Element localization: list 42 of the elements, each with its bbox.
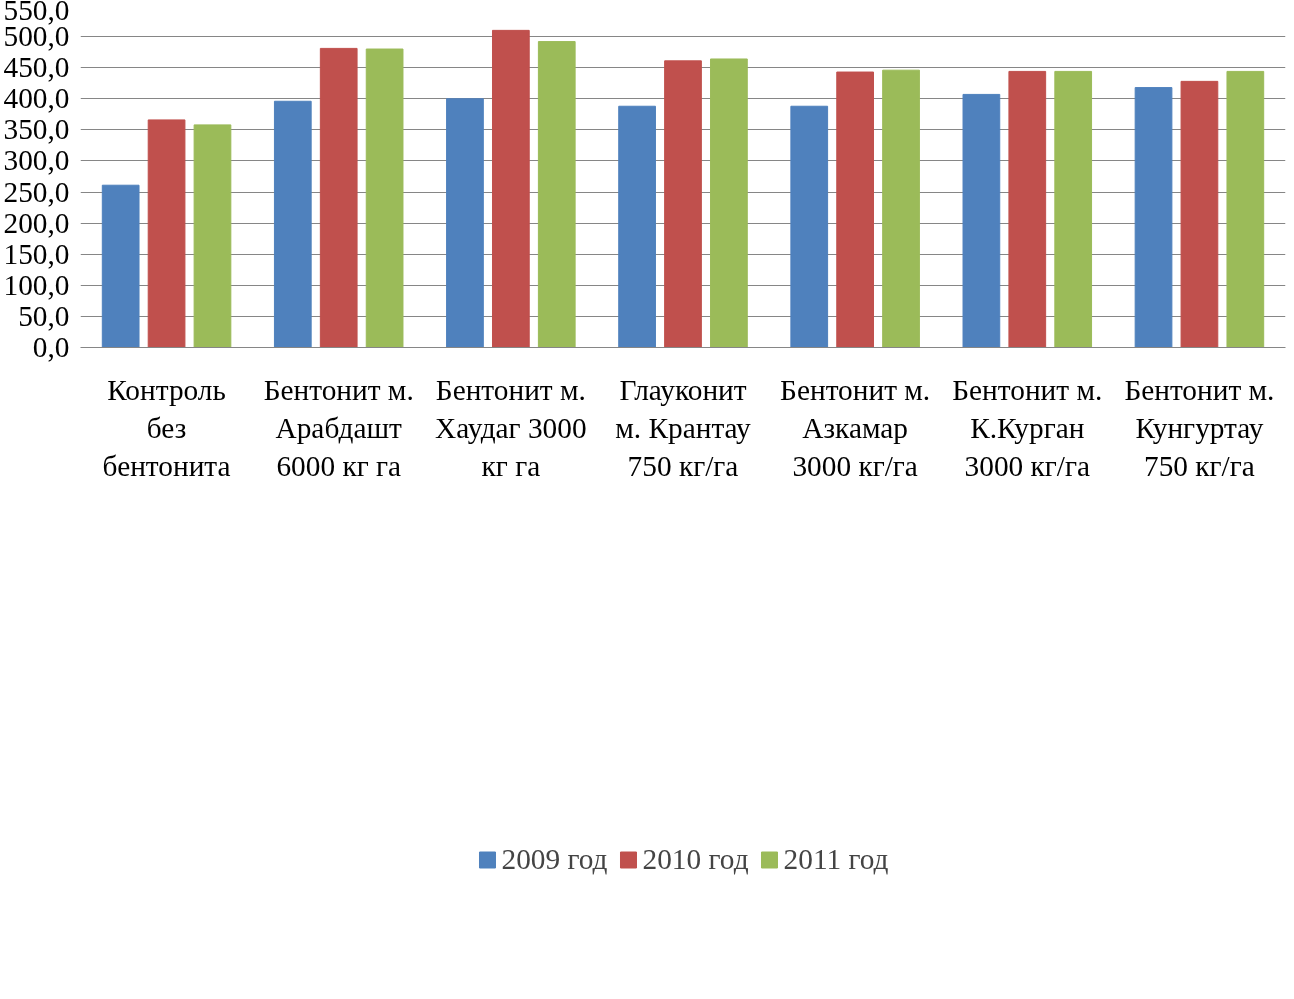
y-tick-label: 0,0 xyxy=(32,331,70,363)
bar xyxy=(664,60,702,348)
y-tick-label: 100,0 xyxy=(3,268,70,301)
bar xyxy=(1180,80,1219,348)
bar xyxy=(1008,70,1047,348)
x-tick-label: Контроль без бентонита xyxy=(102,373,231,483)
bar xyxy=(537,41,576,348)
legend-label: 2010 год xyxy=(642,842,749,876)
bar xyxy=(193,124,232,348)
bar xyxy=(446,98,484,348)
x-tick-label: Глауконит м. Крантау 750 кг/га xyxy=(615,373,752,483)
x-tick-label: Бентонит м. К.Курган 3000 кг/га xyxy=(952,373,1103,483)
y-tick-label: 200,0 xyxy=(3,206,70,239)
bar xyxy=(101,184,140,348)
y-tick-label: 50,0 xyxy=(18,299,70,332)
bar xyxy=(319,47,358,348)
bar xyxy=(882,69,920,348)
x-tick-label: Бентонит м. Кунгуртау 750 кг/га xyxy=(1124,373,1275,483)
legend-label: 2011 год xyxy=(783,842,889,876)
bar xyxy=(273,100,312,348)
bar xyxy=(1226,70,1265,348)
bar xyxy=(962,93,1001,348)
x-tick-label: Бентонит м. Азкамар 3000 кг/га xyxy=(780,373,931,483)
bar xyxy=(1054,70,1093,348)
y-tick-label: 450,0 xyxy=(3,51,70,84)
bar xyxy=(618,105,656,348)
legend-label: 2009 год xyxy=(501,842,608,876)
bar xyxy=(492,29,530,348)
bar xyxy=(836,71,874,348)
bar xyxy=(790,105,829,348)
x-tick-label: Бентонит м. Арабдашт 6000 кг га xyxy=(263,373,414,483)
y-tick-label: 550,0 xyxy=(3,0,70,26)
bar xyxy=(365,48,404,348)
y-tick-label: 150,0 xyxy=(3,237,70,270)
y-tick-label: 400,0 xyxy=(3,82,70,115)
bar xyxy=(147,119,186,348)
y-tick-label: 250,0 xyxy=(3,175,70,208)
x-tick-label: Бентонит м. Хаудаг 3000 кг га xyxy=(435,373,587,483)
y-tick-label: 350,0 xyxy=(3,113,70,146)
bar xyxy=(1134,87,1173,348)
y-tick-label: 300,0 xyxy=(3,144,70,177)
bar xyxy=(710,58,748,348)
